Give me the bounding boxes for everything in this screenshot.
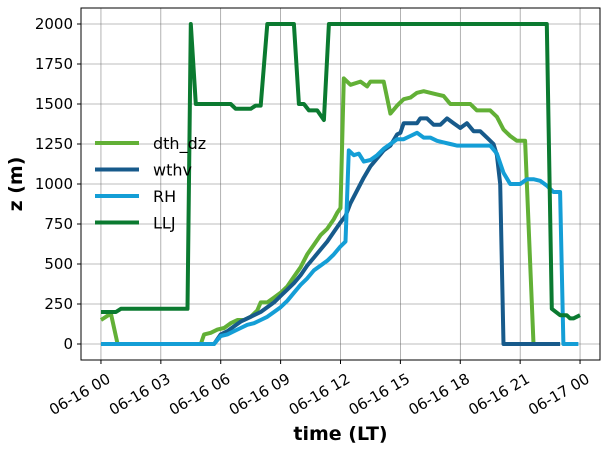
y-tick-label: 0 xyxy=(63,335,73,353)
series-group xyxy=(99,22,581,346)
legend-label: RH xyxy=(153,187,176,206)
x-axis-label: time (LT) xyxy=(293,423,387,445)
x-tick-label: 06-16 21 xyxy=(465,370,532,419)
series-line-rh xyxy=(101,130,579,346)
x-tick-label: 06-16 06 xyxy=(166,370,233,419)
y-tick-label: 1500 xyxy=(35,95,73,113)
x-tick-label: 06-16 03 xyxy=(106,370,173,419)
legend-label: LLJ xyxy=(153,214,176,233)
series-line-wthv xyxy=(101,116,561,346)
legend-label: dth_dz xyxy=(153,134,206,154)
y-tick-label: 2000 xyxy=(35,15,73,33)
x-tick-label: 06-17 00 xyxy=(525,370,592,419)
x-tick-label: 06-16 09 xyxy=(226,370,293,419)
y-tick-label: 1250 xyxy=(35,135,73,153)
series-line-llj xyxy=(101,22,581,321)
x-tick-label: 06-16 12 xyxy=(286,370,353,419)
x-tick-label: 06-16 15 xyxy=(346,370,413,419)
x-tick-label: 06-16 00 xyxy=(46,370,113,419)
y-tick-label: 250 xyxy=(44,295,73,313)
series-line-dth-dz xyxy=(99,76,561,346)
x-tick-label: 06-16 18 xyxy=(405,370,472,419)
y-tick-label: 1750 xyxy=(35,55,73,73)
y-tick-label: 500 xyxy=(44,255,73,273)
y-tick-label: 750 xyxy=(44,215,73,233)
y-tick-label: 1000 xyxy=(35,175,73,193)
y-axis-ticks: 0 250 500 750 1000 1250 1500 1750 2000 xyxy=(35,15,81,353)
y-axis-label: z (m) xyxy=(5,157,27,212)
legend-label: wthv xyxy=(153,161,192,180)
